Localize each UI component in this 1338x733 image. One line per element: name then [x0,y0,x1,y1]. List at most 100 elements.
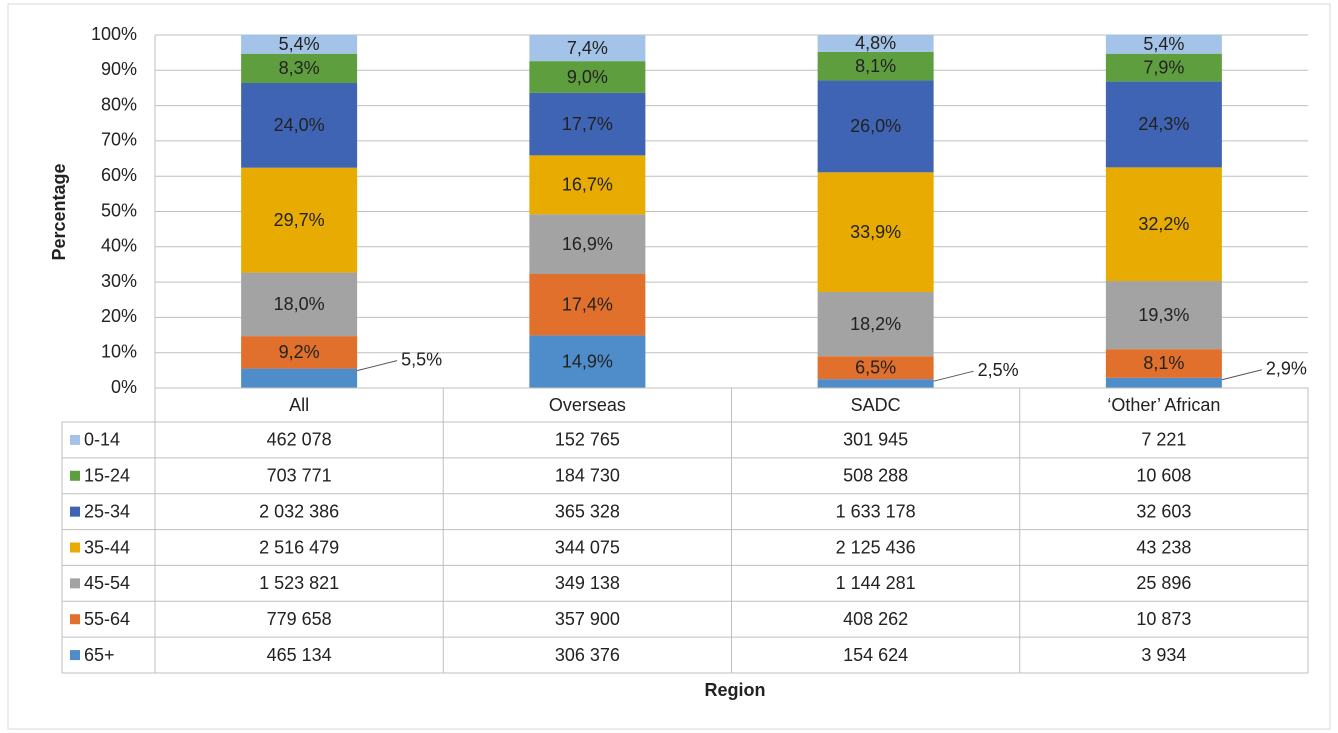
table-cell: 1 144 281 [836,573,916,593]
table-cell: 349 138 [555,573,620,593]
table-cell: 1 633 178 [836,501,916,521]
data-label: 16,9% [562,234,613,254]
table-header: ‘Other’ African [1107,395,1220,415]
data-label: 7,4% [567,38,608,58]
y-axis-label: Percentage [49,163,69,260]
bar-segment [1105,81,1222,168]
data-label: 32,2% [1138,214,1189,234]
data-label: 4,8% [855,33,896,53]
table-cell: 2 516 479 [259,537,339,557]
table-cell: 25 896 [1136,573,1191,593]
y-tick-label: 20% [101,306,137,326]
bar-segment [241,53,358,84]
data-label: 5,5% [401,349,442,369]
data-label: 9,0% [567,67,608,87]
x-axis-label: Region [705,680,766,700]
data-label: 29,7% [274,210,325,230]
data-label: 18,2% [850,314,901,334]
legend-swatch [70,506,80,517]
y-tick-label: 60% [101,165,137,185]
bar-segment [529,35,646,62]
bar-segment [1105,281,1222,350]
table-cell: 7 221 [1141,430,1186,450]
bar-segment [241,272,358,337]
table-header: Overseas [549,395,626,415]
data-label: 33,9% [850,222,901,242]
legend-swatch [70,542,80,553]
legend-label: 35-44 [84,537,130,557]
bar-segment [529,214,646,274]
data-label: 7,9% [1143,57,1184,77]
legend-swatch [70,614,80,625]
bar-segment [817,35,934,52]
bar-segment [241,336,358,369]
y-tick-label: 50% [101,200,137,220]
legend-label: 15-24 [84,466,130,486]
legend-label: 25-34 [84,501,130,521]
data-label: 9,2% [279,342,320,362]
y-tick-label: 80% [101,94,137,114]
bar-segment [241,83,358,168]
table-cell: 408 262 [843,609,908,629]
y-tick-label: 30% [101,271,137,291]
bar-segment [1105,34,1222,54]
bar-segment [241,34,358,54]
table-cell: 508 288 [843,466,908,486]
data-label: 18,0% [274,294,325,314]
table-header: SADC [851,395,901,415]
bar-segment [1105,53,1222,82]
data-label: 14,9% [562,351,613,371]
table-cell: 462 078 [267,430,332,450]
bar-segment [1105,167,1222,282]
y-tick-label: 100% [91,24,137,44]
y-tick-label: 70% [101,130,137,150]
table-header: All [289,395,309,415]
data-label: 8,1% [1143,353,1184,373]
table-cell: 10 873 [1136,609,1191,629]
data-label: 8,1% [855,56,896,76]
legend-swatch [70,578,80,589]
legend-label: 65+ [84,645,115,665]
table-cell: 1 523 821 [259,573,339,593]
leader-line [933,370,974,382]
y-tick-label: 40% [101,236,137,256]
bar-segment [529,335,646,388]
bar-segment [817,51,934,81]
table-cell: 3 934 [1141,645,1186,665]
y-tick-label: 90% [101,59,137,79]
bar-segment [529,273,646,336]
table-cell: 344 075 [555,537,620,557]
data-label: 16,7% [562,175,613,195]
table-cell: 10 608 [1136,466,1191,486]
bar-segment [529,155,646,215]
bar-segment [529,61,646,93]
table-cell: 184 730 [555,466,620,486]
bar-segment [817,80,934,173]
bar-segment [241,167,358,273]
data-label: 6,5% [855,357,896,377]
table-cell: 703 771 [267,466,332,486]
data-label: 5,4% [1143,34,1184,54]
y-tick-label: 10% [101,341,137,361]
bar-segment [529,92,646,156]
data-label: 17,7% [562,114,613,134]
bar-segment [241,368,358,388]
table-cell: 2 125 436 [836,537,916,557]
legend-swatch [70,434,80,445]
table-cell: 43 238 [1136,537,1191,557]
legend-swatch [70,650,80,661]
y-tick-label: 0% [111,377,137,397]
table-cell: 365 328 [555,501,620,521]
table-cell: 779 658 [267,609,332,629]
table-cell: 306 376 [555,645,620,665]
data-label: 17,4% [562,294,613,314]
data-label: 24,0% [274,115,325,135]
table-cell: 152 765 [555,430,620,450]
data-label: 26,0% [850,116,901,136]
leader-line [1221,369,1262,381]
legend-label: 55-64 [84,609,130,629]
bar-segment [817,172,934,292]
table-cell: 32 603 [1136,501,1191,521]
bar-segment [817,379,934,388]
